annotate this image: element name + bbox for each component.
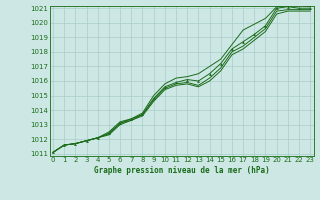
X-axis label: Graphe pression niveau de la mer (hPa): Graphe pression niveau de la mer (hPa) bbox=[94, 166, 269, 175]
